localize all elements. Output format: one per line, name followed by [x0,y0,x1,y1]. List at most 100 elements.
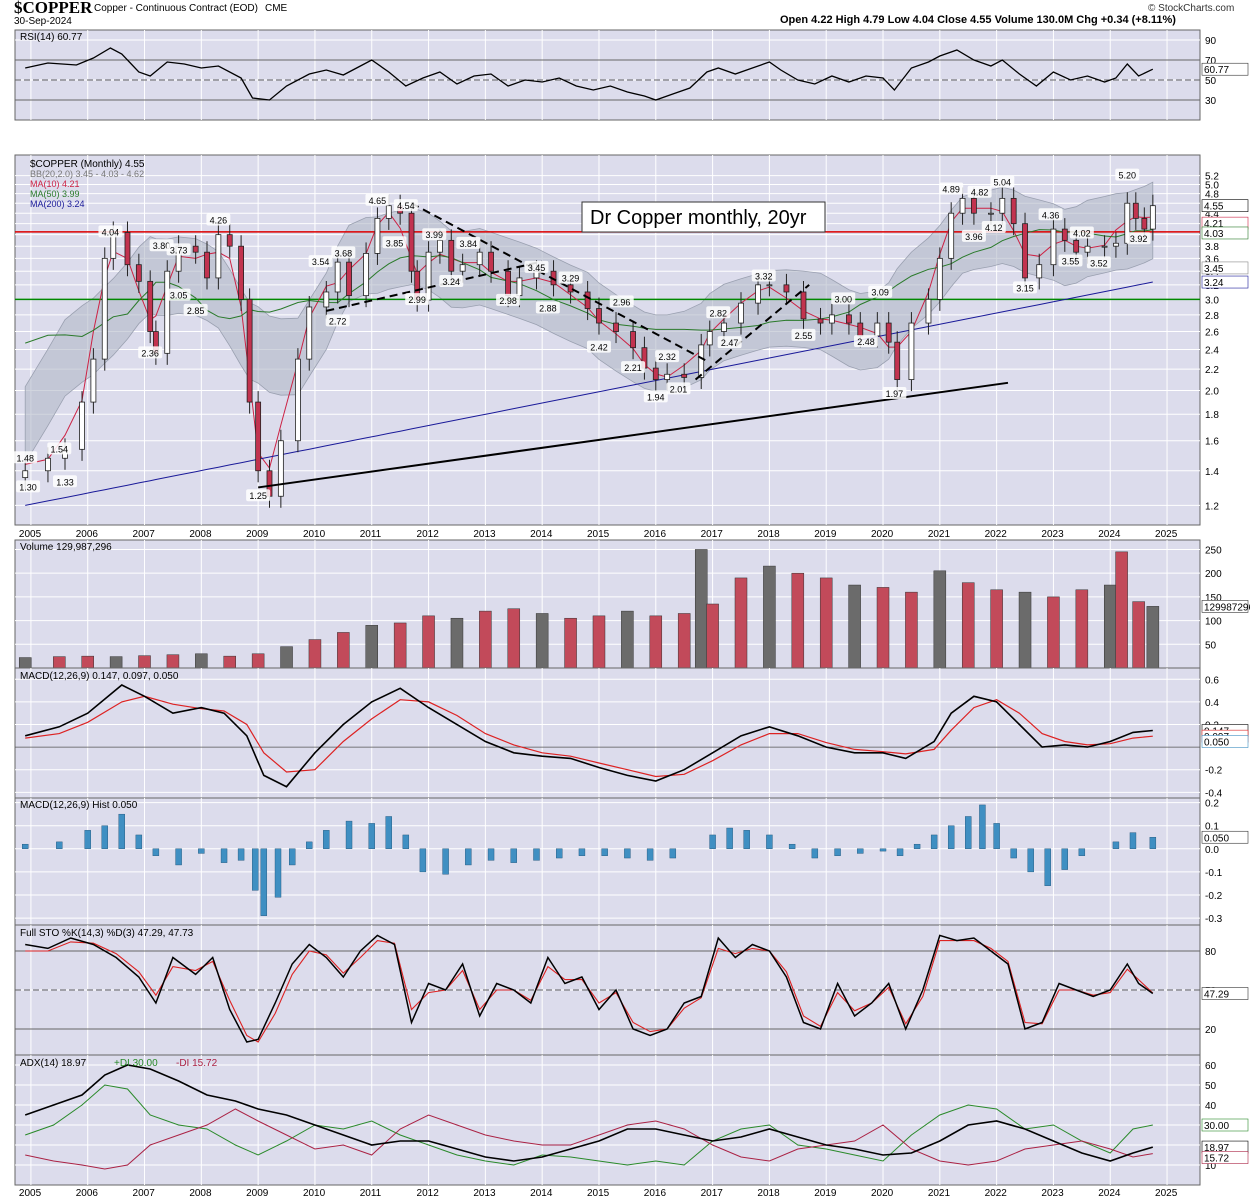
volume-bar [450,617,464,669]
price-panel-tick-label: 2.8 [1205,311,1219,322]
price-year-label: 2023 [1041,529,1064,540]
price-annotation: 5.04 [994,178,1012,188]
price-annotation-bg [831,292,856,305]
macd-hist-panel-frame [14,797,1201,926]
macd-hist-bar [533,848,540,861]
price-year-label: 2024 [1098,529,1121,540]
price-annotation-bg [586,340,611,353]
macd-panel-tick-label: -0.2 [1205,766,1223,777]
candle-down [135,264,142,282]
candle-up [295,358,301,442]
price-annotation: 3.92 [1130,234,1148,244]
volume-bar [734,577,748,669]
volume-bar [535,613,549,669]
volume-bar [251,653,265,669]
price-annotation: 3.54 [312,257,330,267]
bottom-year-label: 2011 [360,1188,382,1199]
price-annotation: 2.88 [539,304,557,314]
price-annotation-bg [524,260,549,273]
price-annotation: 1.33 [56,477,74,487]
macd-hist-bar [601,848,608,856]
bottom-year-label: 2021 [928,1188,951,1199]
macd-hist-bar [624,848,631,859]
candle-down [630,331,636,349]
chart-symbol: $COPPER [14,0,93,17]
macd-hist-bar [289,848,296,866]
volume-legend: Volume 129,987,296 [20,542,112,553]
adx-ndi-legend: -DI 15.72 [176,1058,218,1069]
price-annotation: 2.01 [670,384,688,394]
bottom-year-label: 2009 [246,1188,269,1199]
volume-bar [763,565,776,669]
macd-hist-bar [993,823,1000,850]
price-annotation: 2.48 [857,337,875,347]
candle-down [857,322,864,337]
candle-down [1022,223,1028,279]
price-annotation: 3.85 [386,238,404,248]
volume-bar [53,656,66,669]
price-annotation: 2.36 [141,348,159,358]
price-annotation: 3.52 [1090,258,1108,268]
macd-hist-bar [965,816,972,849]
price-annotation: 4.12 [985,223,1003,233]
candle-up [374,217,381,254]
price-annotation-bg [791,328,816,341]
bottom-year-label: 2023 [1041,1188,1064,1199]
adx-right-label-box [1201,1118,1249,1132]
price-panel-tick-label: 2.2 [1205,365,1219,376]
price-annotation: 4.89 [942,184,960,194]
bottom-year-label: 2005 [19,1188,42,1199]
price-annotation-bg [47,442,72,455]
price-annotation: 1.97 [886,389,904,399]
macd-hist-bar [237,848,245,861]
candle-down [448,239,455,272]
bottom-year-label: 2022 [985,1188,1008,1199]
candle-down [613,322,619,332]
macd-hist-bar [979,804,986,849]
price-annotation-bg [98,225,123,238]
candle-up [277,440,284,497]
candle-up [874,322,881,337]
volume-bar [1132,601,1145,669]
macd-panel-tick-label: -0.4 [1205,788,1223,799]
macd-hist-bar [947,825,955,850]
macd-hist-bar [385,816,392,849]
candle-up [1084,245,1091,253]
candle-down [681,373,688,378]
macd-right-label-box [1201,735,1249,748]
bottom-year-label: 2015 [587,1188,610,1199]
volume-bar [990,589,1003,669]
price-right-label-box [1201,226,1249,240]
price-annotation-bg [13,451,38,464]
price-panel-tick-label: 2.6 [1205,328,1219,339]
price-annotation: 3.24 [443,277,461,287]
adx-legend: ADX(14) 18.97 [20,1058,87,1069]
candle-up [215,234,222,279]
candle-up [45,457,51,472]
price-annotation-bg [246,489,271,502]
price-legend-0: $COPPER (Monthly) 4.55 [30,159,145,170]
macd-hist-bar [788,843,796,850]
candle-up [385,205,392,219]
price-annotation-bg [535,301,560,314]
macd-hist-bar [1044,848,1051,886]
volume-bar [18,657,32,669]
candle-up [755,284,761,304]
price-annotation: 3.55 [1062,256,1080,266]
price-annotation-bg [166,288,191,301]
macd-hist-bar [834,848,841,856]
price-annotation-bg [939,182,964,195]
candle-down [246,298,253,403]
price-year-label: 2019 [814,529,837,540]
volume-bar [592,615,606,669]
price-right-label-box [1201,275,1249,289]
volume-bar [1103,584,1117,669]
price-right-label: 3.24 [1204,278,1224,289]
candle-up [959,197,966,214]
candle-up [459,264,466,272]
macd-hist-current-label: 0.050 [1204,833,1229,844]
candle-down [1010,197,1017,225]
volume-bar [365,625,378,669]
candle-up [999,197,1006,214]
volume-bar [791,572,805,669]
